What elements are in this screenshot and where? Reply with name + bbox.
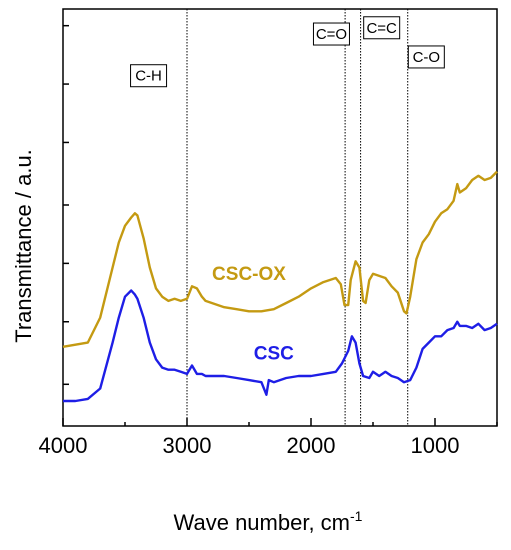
x-tick-label: 3000: [163, 433, 212, 458]
band-label: C=O: [316, 26, 347, 43]
band-label-box: [407, 45, 445, 69]
labels-layer: C-H C=O C=C C-O CSC-OX CSC: [130, 16, 445, 364]
x-tick-label: 4000: [39, 433, 88, 458]
series-line-csc: [63, 289, 498, 403]
band-label: C=C: [366, 20, 397, 37]
x-axis-title-superscript: -1: [350, 508, 363, 524]
ticks-layer: 4000 3000 2000 1000: [39, 24, 498, 458]
x-tick-label: 2000: [287, 433, 336, 458]
series-line-csc-ox: [62, 170, 498, 348]
x-axis-title: Wave number, cm-1: [174, 508, 363, 535]
series-label: CSC: [254, 343, 294, 364]
series-layer: [62, 170, 498, 403]
band-label: C-O: [413, 49, 441, 66]
band-label-box: [130, 64, 168, 88]
band-label: C-H: [135, 68, 162, 85]
band-label-box: [363, 16, 401, 40]
series-label: CSC-OX: [212, 264, 286, 285]
band-label-box: [312, 22, 350, 46]
y-axis-title: Transmittance / a.u.: [11, 149, 36, 343]
x-tick-label: 1000: [411, 433, 460, 458]
reference-lines: [186, 9, 409, 426]
plot-frame: [62, 8, 498, 427]
